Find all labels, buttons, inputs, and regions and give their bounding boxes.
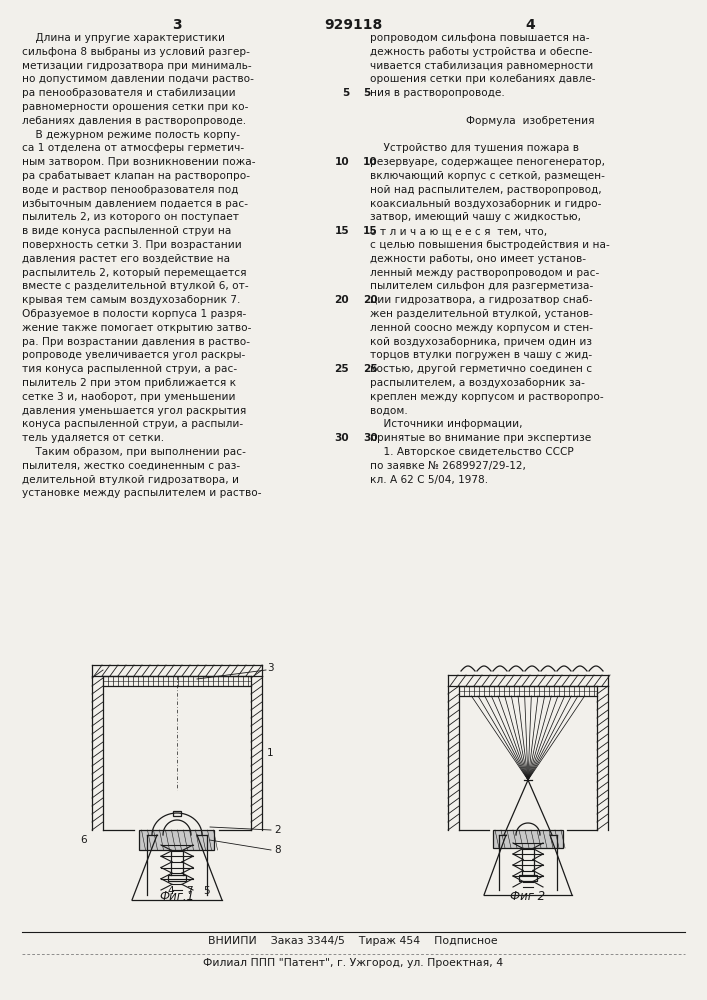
Text: 20: 20 (363, 295, 378, 305)
Text: пылителем сильфон для разгерметиза-: пылителем сильфон для разгерметиза- (370, 281, 593, 291)
Text: 1. Авторское свидетельство СССР: 1. Авторское свидетельство СССР (370, 447, 574, 457)
Text: 20: 20 (334, 295, 349, 305)
Text: 7: 7 (186, 886, 192, 896)
Text: принятые во внимание при экспертизе: принятые во внимание при экспертизе (370, 433, 591, 443)
Text: 3: 3 (267, 663, 274, 673)
Text: са 1 отделена от атмосферы герметич-: са 1 отделена от атмосферы герметич- (22, 143, 244, 153)
Text: Формула  изобретения: Формула изобретения (466, 116, 595, 126)
Text: установке между распылителем и раство-: установке между распылителем и раство- (22, 488, 262, 498)
Text: 2: 2 (274, 825, 281, 835)
Text: ра срабатывает клапан на растворопро-: ра срабатывает клапан на растворопро- (22, 171, 250, 181)
Text: чивается стабилизация равномерности: чивается стабилизация равномерности (370, 61, 593, 71)
Text: распылителем, а воздухозаборник за-: распылителем, а воздухозаборник за- (370, 378, 585, 388)
Text: 6: 6 (81, 835, 87, 845)
Text: затвор, имеющий чашу с жидкостью,: затвор, имеющий чашу с жидкостью, (370, 212, 581, 222)
Text: 8: 8 (274, 845, 281, 855)
Text: 15: 15 (363, 226, 378, 236)
Bar (493, 830, 563, 848)
Text: 30: 30 (363, 433, 378, 443)
Text: Филиал ППП "Патент", г. Ужгород, ул. Проектная, 4: Филиал ППП "Патент", г. Ужгород, ул. Про… (203, 958, 503, 968)
Text: ленной соосно между корпусом и стен-: ленной соосно между корпусом и стен- (370, 323, 593, 333)
Text: 3: 3 (173, 18, 182, 32)
Bar (519, 875, 537, 881)
Text: ленный между растворопроводом и рас-: ленный между растворопроводом и рас- (370, 268, 600, 278)
Text: костью, другой герметично соединен с: костью, другой герметично соединен с (370, 364, 592, 374)
Text: орошения сетки при колебаниях давле-: орошения сетки при колебаниях давле- (370, 74, 595, 84)
Text: Образуемое в полости корпуса 1 разря-: Образуемое в полости корпуса 1 разря- (22, 309, 246, 319)
Text: сильфона 8 выбраны из условий разгер-: сильфона 8 выбраны из условий разгер- (22, 47, 250, 57)
Text: метизации гидрозатвора при минималь-: метизации гидрозатвора при минималь- (22, 61, 252, 71)
Text: ра пенообразователя и стабилизации: ра пенообразователя и стабилизации (22, 88, 235, 98)
Text: жен разделительной втулкой, установ-: жен разделительной втулкой, установ- (370, 309, 593, 319)
Text: торцов втулки погружен в чашу с жид-: торцов втулки погружен в чашу с жид- (370, 350, 592, 360)
Text: давления уменьшается угол раскрытия: давления уменьшается угол раскрытия (22, 406, 246, 416)
Text: давления растет его воздействие на: давления растет его воздействие на (22, 254, 230, 264)
Text: равномерности орошения сетки при ко-: равномерности орошения сетки при ко- (22, 102, 248, 112)
Text: Таким образом, при выполнении рас-: Таким образом, при выполнении рас- (22, 447, 246, 457)
Text: тель удаляется от сетки.: тель удаляется от сетки. (22, 433, 164, 443)
Text: пылитель 2, из которого он поступает: пылитель 2, из которого он поступает (22, 212, 239, 222)
Text: 4: 4 (168, 886, 175, 896)
Text: ной над распылителем, растворопровод,: ной над распылителем, растворопровод, (370, 185, 602, 195)
Text: 5: 5 (204, 886, 210, 896)
Text: Источники информации,: Источники информации, (370, 419, 522, 429)
Text: лебаниях давления в растворопроводе.: лебаниях давления в растворопроводе. (22, 116, 246, 126)
Text: Устройство для тушения пожара в: Устройство для тушения пожара в (370, 143, 579, 153)
Text: с целью повышения быстродействия и на-: с целью повышения быстродействия и на- (370, 240, 609, 250)
Text: 15: 15 (334, 226, 349, 236)
Text: поверхность сетки 3. При возрастании: поверхность сетки 3. При возрастании (22, 240, 242, 250)
Text: ным затвором. При возникновении пожа-: ным затвором. При возникновении пожа- (22, 157, 255, 167)
Text: о т л и ч а ю щ е е с я  тем, что,: о т л и ч а ю щ е е с я тем, что, (370, 226, 547, 236)
Text: 30: 30 (334, 433, 349, 443)
Text: воде и раствор пенообразователя под: воде и раствор пенообразователя под (22, 185, 238, 195)
Text: водом.: водом. (370, 406, 408, 416)
Text: распылитель 2, который перемещается: распылитель 2, который перемещается (22, 268, 247, 278)
Text: ния в растворопроводе.: ния в растворопроводе. (370, 88, 505, 98)
Text: Длина и упругие характеристики: Длина и упругие характеристики (22, 33, 225, 43)
Text: 25: 25 (363, 364, 378, 374)
Text: пылитель 2 при этом приближается к: пылитель 2 при этом приближается к (22, 378, 236, 388)
Text: 5: 5 (341, 88, 349, 98)
Text: коаксиальный воздухозаборник и гидро-: коаксиальный воздухозаборник и гидро- (370, 199, 602, 209)
Text: дежность работы устройства и обеспе-: дежность работы устройства и обеспе- (370, 47, 592, 57)
Text: 5: 5 (363, 88, 370, 98)
Text: 10: 10 (363, 157, 378, 167)
Text: включающий корпус с сеткой, размещен-: включающий корпус с сеткой, размещен- (370, 171, 605, 181)
Text: креплен между корпусом и растворопро-: креплен между корпусом и растворопро- (370, 392, 604, 402)
Text: В дежурном режиме полость корпу-: В дежурном режиме полость корпу- (22, 130, 240, 140)
Text: дежности работы, оно имеет установ-: дежности работы, оно имеет установ- (370, 254, 586, 264)
Text: конуса распыленной струи, а распыли-: конуса распыленной струи, а распыли- (22, 419, 243, 429)
Text: 1: 1 (267, 748, 274, 758)
Text: 4: 4 (525, 18, 535, 32)
Text: ропроводом сильфона повышается на-: ропроводом сильфона повышается на- (370, 33, 590, 43)
Text: 25: 25 (334, 364, 349, 374)
Text: кл. А 62 С 5/04, 1978.: кл. А 62 С 5/04, 1978. (370, 475, 488, 485)
Text: жение также помогает открытию затво-: жение также помогает открытию затво- (22, 323, 252, 333)
Text: тия конуса распыленной струи, а рас-: тия конуса распыленной струи, а рас- (22, 364, 237, 374)
Text: но допустимом давлении подачи раство-: но допустимом давлении подачи раство- (22, 74, 254, 84)
Bar (139, 830, 214, 850)
Text: избыточным давлением подается в рас-: избыточным давлением подается в рас- (22, 199, 248, 209)
Text: Фиг 2: Фиг 2 (510, 890, 546, 903)
Text: пылителя, жестко соединенным с раз-: пылителя, жестко соединенным с раз- (22, 461, 240, 471)
Text: 10: 10 (334, 157, 349, 167)
Text: крывая тем самым воздухозаборник 7.: крывая тем самым воздухозаборник 7. (22, 295, 240, 305)
Text: сетке 3 и, наоборот, при уменьшении: сетке 3 и, наоборот, при уменьшении (22, 392, 235, 402)
Text: ра. При возрастании давления в раство-: ра. При возрастании давления в раство- (22, 337, 250, 347)
Text: делительной втулкой гидрозатвора, и: делительной втулкой гидрозатвора, и (22, 475, 239, 485)
Bar (168, 875, 186, 881)
Text: ВНИИПИ    Заказ 3344/5    Тираж 454    Подписное: ВНИИПИ Заказ 3344/5 Тираж 454 Подписное (208, 936, 498, 946)
Bar (173, 810, 181, 816)
Text: вместе с разделительной втулкой 6, от-: вместе с разделительной втулкой 6, от- (22, 281, 249, 291)
Text: Фиг.1: Фиг.1 (160, 890, 194, 903)
Text: ции гидрозатвора, а гидрозатвор снаб-: ции гидрозатвора, а гидрозатвор снаб- (370, 295, 592, 305)
Text: кой воздухозаборника, причем один из: кой воздухозаборника, причем один из (370, 337, 592, 347)
Text: по заявке № 2689927/29-12,: по заявке № 2689927/29-12, (370, 461, 526, 471)
Text: 929118: 929118 (324, 18, 382, 32)
Text: в виде конуса распыленной струи на: в виде конуса распыленной струи на (22, 226, 231, 236)
Text: резервуаре, содержащее пеногенератор,: резервуаре, содержащее пеногенератор, (370, 157, 605, 167)
Text: ропроводе увеличивается угол раскры-: ропроводе увеличивается угол раскры- (22, 350, 245, 360)
